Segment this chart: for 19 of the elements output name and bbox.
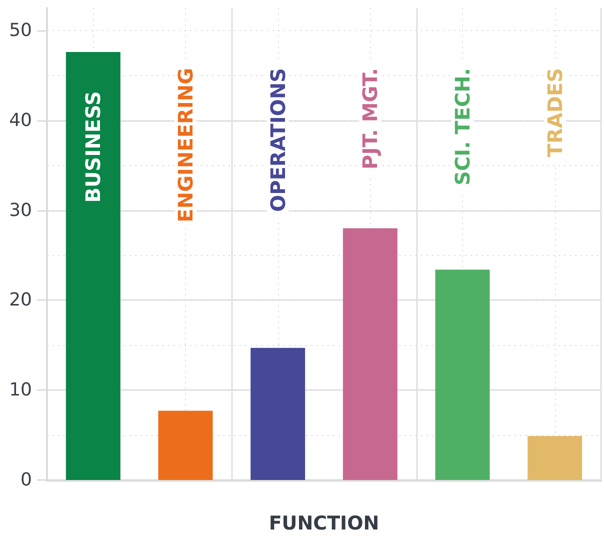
bar (435, 270, 490, 480)
bar (158, 410, 213, 480)
x-tick-label: SCI. TECH. (450, 68, 474, 186)
x-tick-label: OPERATIONS (266, 68, 290, 212)
x-tick-label: BUSINESS (81, 91, 106, 203)
y-tick-label: 20 (9, 290, 32, 311)
bar (66, 52, 120, 480)
bar (528, 436, 582, 480)
y-tick-label: 50 (9, 20, 32, 41)
x-tick-label: PJT. MGT. (358, 68, 382, 170)
x-tick-label: TRADES (542, 68, 567, 158)
y-tick-label: 0 (20, 470, 32, 490)
y-tick-label: 10 (9, 380, 32, 401)
bar (342, 228, 398, 480)
x-axis-title: FUNCTION (268, 512, 380, 534)
y-tick-label: 40 (9, 110, 32, 131)
y-tick-label: 30 (9, 200, 32, 221)
x-tick-label: ENGINEERING (174, 68, 198, 222)
bar (250, 348, 306, 480)
